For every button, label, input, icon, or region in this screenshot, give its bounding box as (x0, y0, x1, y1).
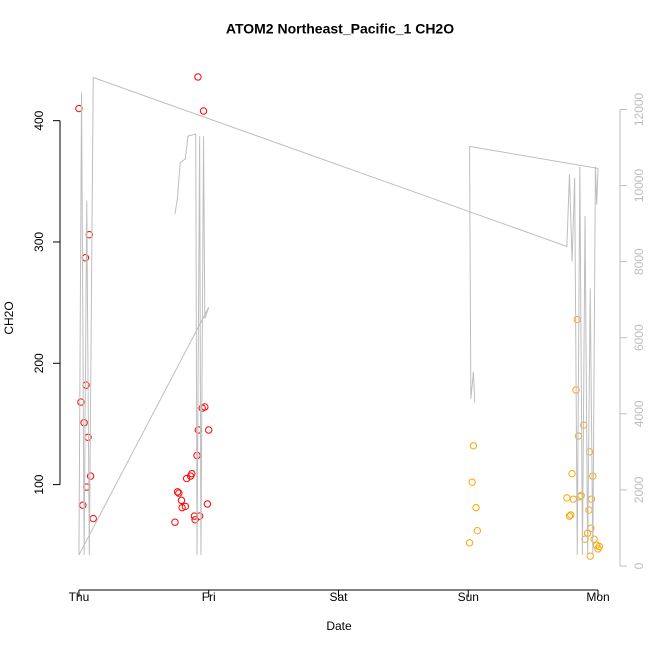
y2-tick-label: 8000 (632, 248, 646, 275)
x-tick-label: Thu (69, 590, 90, 604)
data-point (188, 469, 196, 478)
data-point (191, 516, 199, 524)
data-point (79, 501, 87, 509)
data-point (586, 552, 594, 560)
data-point (569, 495, 578, 503)
y2-tick-label: 6000 (632, 324, 646, 351)
data-point (469, 442, 478, 450)
y-axis-label: CH2O (2, 301, 16, 334)
data-point (175, 489, 183, 497)
data-point (205, 426, 213, 434)
y2-tick-label: 2000 (632, 476, 646, 503)
y2-tick-label: 12000 (632, 92, 646, 126)
y2-tick-label: 0 (632, 562, 646, 569)
y2-tick-label: 10000 (632, 169, 646, 203)
data-point (568, 469, 576, 478)
data-point (468, 478, 476, 486)
data-point (472, 503, 480, 512)
data-point (75, 104, 83, 113)
data-point (177, 496, 186, 505)
data-point (203, 500, 212, 508)
data-point (182, 474, 191, 483)
x-tick-label: Sat (329, 590, 348, 604)
data-point (173, 488, 182, 496)
data-point (465, 539, 474, 547)
data-point (181, 502, 190, 511)
altitude-line (78, 76, 599, 556)
data-point (81, 254, 90, 262)
y-tick-label: 400 (32, 110, 46, 130)
data-point (573, 315, 581, 324)
x-tick-label: Mon (586, 590, 609, 604)
data-point (171, 518, 179, 526)
y-tick-label: 100 (32, 474, 46, 494)
data-point (199, 107, 208, 115)
data-point (585, 506, 593, 514)
y2-tick-label: 4000 (632, 400, 646, 427)
data-point (178, 503, 186, 512)
data-point (77, 398, 85, 406)
data-point (89, 514, 97, 523)
data-point (565, 512, 574, 520)
data-point (567, 511, 575, 519)
data-point (587, 495, 596, 503)
data-point (473, 526, 482, 535)
x-tick-label: Fri (202, 590, 216, 604)
data-point (589, 472, 597, 480)
data-point (86, 472, 95, 480)
y-tick-label: 200 (32, 353, 46, 373)
data-point (595, 542, 604, 551)
y-tick-label: 300 (32, 232, 46, 252)
data-point (194, 73, 202, 81)
x-tick-label: Sun (458, 590, 479, 604)
data-point (563, 494, 571, 502)
x-axis-label: Date (326, 619, 352, 633)
chart-title: ATOM2 Northeast_Pacific_1 CH2O (226, 21, 454, 37)
data-point (80, 419, 88, 427)
data-point (590, 535, 598, 543)
